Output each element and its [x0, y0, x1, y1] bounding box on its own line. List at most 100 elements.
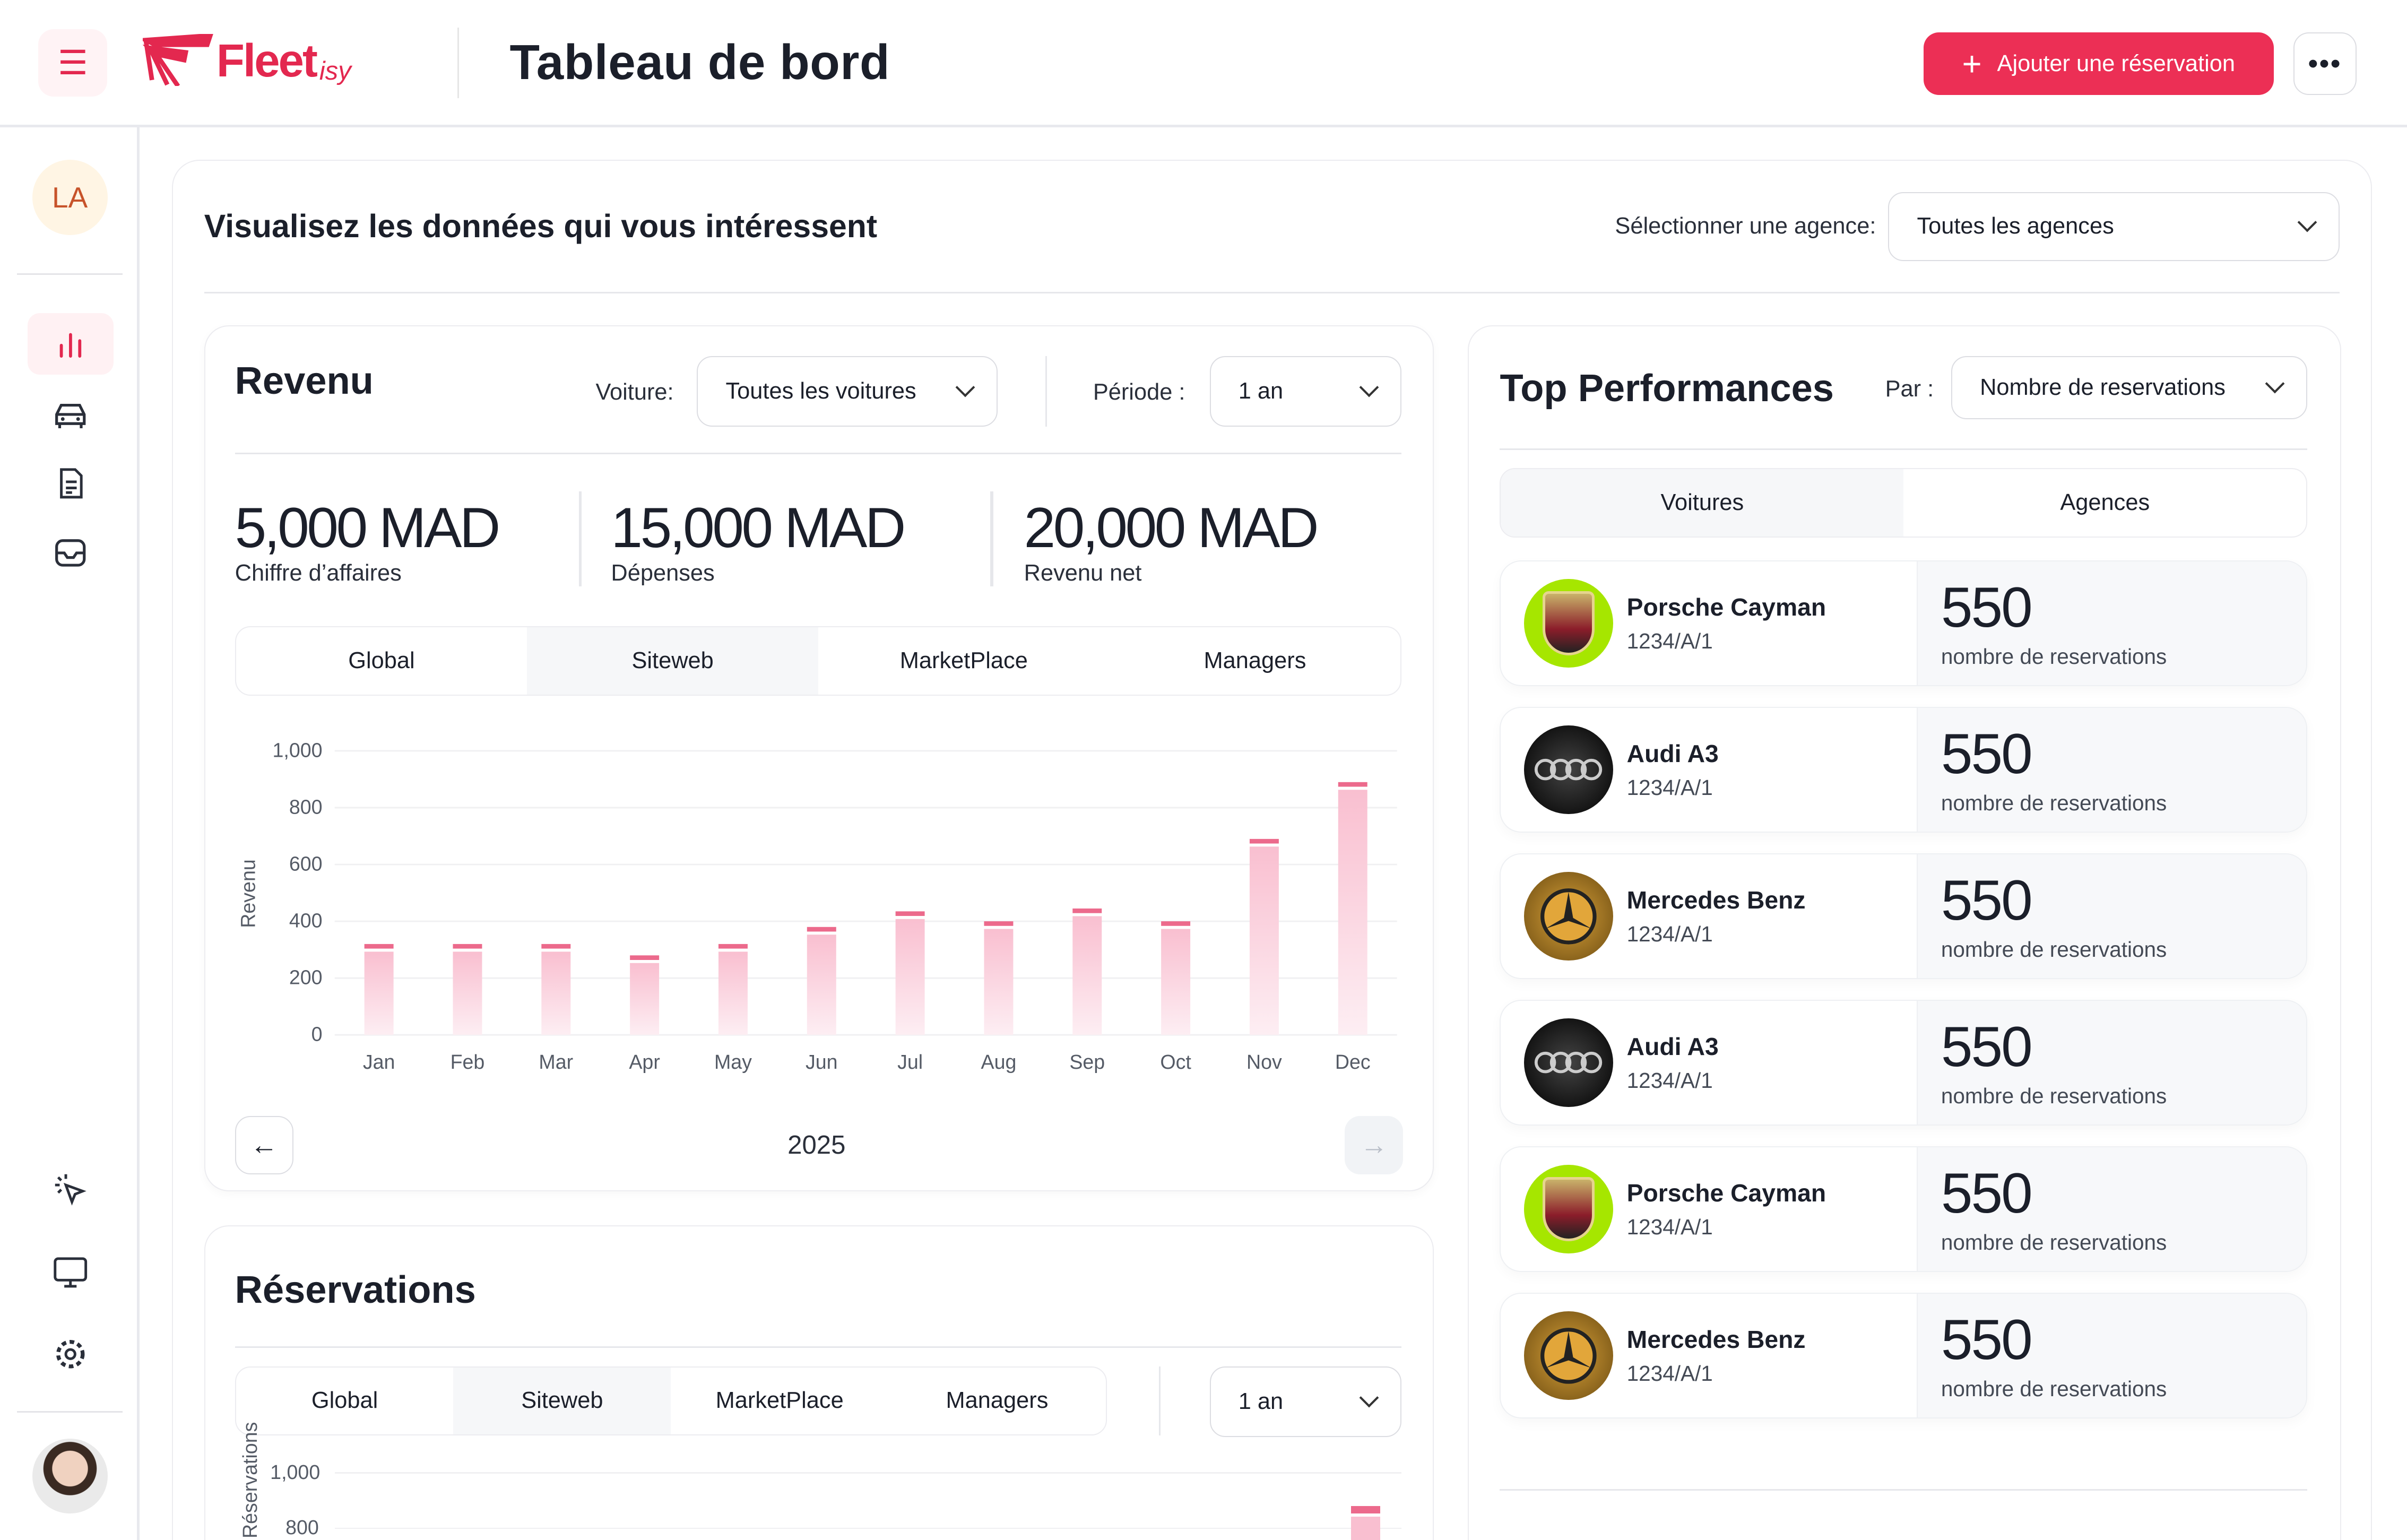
y-tick-label: 600 — [289, 852, 323, 875]
sidebar-item-click[interactable] — [28, 1159, 114, 1221]
menu-button[interactable]: ☰ — [38, 29, 108, 97]
x-tick-label: Oct — [1160, 1051, 1191, 1073]
tab-managers[interactable]: Managers — [1204, 647, 1306, 673]
top-performance-item[interactable]: Porsche Cayman 1234/A/1 550 nombre de reser… — [1500, 1146, 2308, 1273]
logo[interactable]: Fleet isy — [143, 33, 351, 86]
top-performance-item[interactable]: Audi A3 1234/A/1 550 nombre de reservations — [1500, 706, 2308, 833]
car-label: Voiture: — [595, 379, 674, 405]
bar — [453, 951, 482, 1035]
tab-siteweb[interactable]: Siteweb — [527, 627, 818, 695]
mercedes-logo — [1523, 871, 1613, 961]
chevron-down-icon — [955, 378, 975, 397]
pointer-click-icon — [55, 1174, 87, 1206]
tab-managers[interactable]: Managers — [946, 1388, 1049, 1414]
bar — [1249, 846, 1279, 1035]
divider — [235, 453, 1402, 455]
sidebar-item-documents[interactable] — [28, 453, 114, 514]
tab-siteweb[interactable]: Siteweb — [453, 1367, 671, 1434]
tab-agences[interactable]: Agences — [2060, 489, 2150, 515]
x-tick-label: Feb — [451, 1051, 485, 1073]
y-tick: 800 — [285, 1516, 319, 1539]
bar — [718, 951, 748, 1035]
top-performance-item[interactable]: Mercedes Benz 1234/A/1 550 nombre de reserv… — [1500, 853, 2308, 980]
reservation-count-label: nombre de reservations — [1941, 791, 2167, 816]
top-performance-tabs: Voitures Agences — [1500, 468, 2308, 538]
user-avatar[interactable] — [32, 1438, 108, 1514]
period-label: Période : — [1093, 379, 1185, 405]
x-tick-label: Jul — [897, 1051, 923, 1073]
tab-global[interactable]: Global — [348, 647, 415, 673]
car-code: 1234/A/1 — [1626, 1215, 1713, 1240]
y-tick-label: 200 — [289, 966, 323, 988]
car-select[interactable]: Toutes les voitures — [697, 356, 998, 427]
tab-voitures[interactable]: Voitures — [1501, 469, 1904, 537]
sidebar-item-cars[interactable] — [28, 384, 114, 445]
monitor-icon — [54, 1257, 88, 1288]
sidebar-item-inbox[interactable] — [28, 522, 114, 584]
divider — [16, 1411, 123, 1413]
car-code: 1234/A/1 — [1626, 1068, 1713, 1093]
sidebar-item-settings[interactable] — [28, 1323, 114, 1385]
reservations-period-select[interactable]: 1 an — [1209, 1366, 1402, 1437]
car-code: 1234/A/1 — [1626, 1361, 1713, 1386]
top-performance-item[interactable]: Porsche Cayman 1234/A/1 550 nombre de reser… — [1500, 560, 2308, 687]
chart-icon — [59, 333, 82, 358]
bar-cap — [1338, 782, 1367, 787]
bar-cap — [718, 944, 748, 949]
car-name: Mercedes Benz — [1626, 886, 1806, 914]
divider — [1045, 356, 1047, 427]
reservation-count-label: nombre de reservations — [1941, 1084, 2167, 1109]
bar — [1161, 929, 1191, 1035]
sidebar-item-dashboard[interactable] — [28, 313, 114, 375]
reservation-count-label: nombre de reservations — [1941, 644, 2167, 669]
bar-cap — [453, 944, 482, 949]
bar — [630, 963, 660, 1035]
next-year-button[interactable]: → — [1345, 1116, 1404, 1175]
bar-cap — [364, 944, 394, 949]
bar — [1072, 916, 1102, 1035]
porsche-logo — [1523, 578, 1613, 668]
bar-cap — [1249, 838, 1279, 844]
divider — [235, 1346, 1402, 1348]
sidebar-item-monitor[interactable] — [28, 1242, 114, 1303]
hamburger-icon: ☰ — [57, 44, 88, 82]
tab-marketplace[interactable]: MarketPlace — [899, 647, 1028, 673]
car-icon — [55, 404, 86, 429]
divider — [457, 28, 459, 99]
bar — [1350, 1517, 1380, 1540]
tab-global[interactable]: Global — [311, 1388, 378, 1414]
more-options-button[interactable]: ••• — [2293, 32, 2357, 96]
tab-marketplace[interactable]: MarketPlace — [715, 1388, 844, 1414]
plus-icon: + — [1962, 45, 1982, 83]
y-axis-label: Revenu — [237, 859, 259, 928]
bar — [895, 919, 925, 1035]
y-tick-label: 400 — [289, 909, 323, 931]
y-tick-label: 0 — [311, 1023, 323, 1045]
bar-cap — [984, 921, 1014, 926]
x-tick-label: Nov — [1246, 1051, 1282, 1073]
period-select[interactable]: 1 an — [1209, 356, 1402, 427]
x-tick-label: Sep — [1069, 1051, 1105, 1073]
sort-by-select[interactable]: Nombre de reservations — [1951, 356, 2308, 419]
x-tick-label: Jun — [806, 1051, 838, 1073]
divider — [1159, 1366, 1161, 1435]
user-initials-avatar[interactable]: LA — [32, 159, 108, 235]
add-reservation-button[interactable]: + Ajouter une réservation — [1923, 32, 2274, 96]
kpi-net-revenue: 20,000 MAD Revenu net — [1024, 495, 1319, 586]
arrow-right-icon: → — [1360, 1130, 1388, 1161]
previous-year-button[interactable]: ← — [235, 1116, 293, 1175]
top-performance-item[interactable]: Audi A3 1234/A/1 550 nombre de reservations — [1500, 999, 2308, 1126]
top-performance-item[interactable]: Mercedes Benz 1234/A/1 550 nombre de reserv… — [1500, 1292, 2308, 1419]
audi-logo — [1523, 1018, 1613, 1108]
bar-cap — [895, 911, 925, 916]
sort-by-label: Par : — [1885, 376, 1934, 402]
bar-cap — [541, 944, 571, 949]
revenue-title: Revenu — [235, 359, 374, 402]
agency-label: Sélectionner une agence: — [1615, 213, 1876, 239]
x-tick-label: Dec — [1335, 1051, 1371, 1073]
x-tick-label: Jan — [363, 1051, 395, 1073]
reservation-count: 550 — [1941, 1014, 2033, 1078]
bar — [984, 929, 1014, 1035]
bar-cap — [1161, 921, 1191, 926]
agency-select[interactable]: Toutes les agences — [1888, 192, 2340, 261]
